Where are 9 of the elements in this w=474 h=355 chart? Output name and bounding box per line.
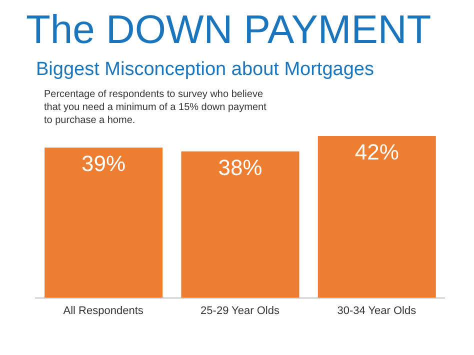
text: Percentage of respondents to survey who believe that you need a minimum of a 15% down payment to purchase a home. [44,88,268,127]
chart-title: The DOWN PAYMENT [26,8,432,52]
data-label: 42% [354,140,399,165]
x-tick-label: 25-29 Year Olds [200,304,280,317]
x-tick-label: 30-34 Year Olds [337,304,417,317]
data-label: 38% [218,155,262,180]
x-tick-label: All Respondents [63,304,144,317]
chart-subtitle: Biggest Misconception about Mortgages [36,58,374,82]
data-label: 39% [82,151,126,176]
